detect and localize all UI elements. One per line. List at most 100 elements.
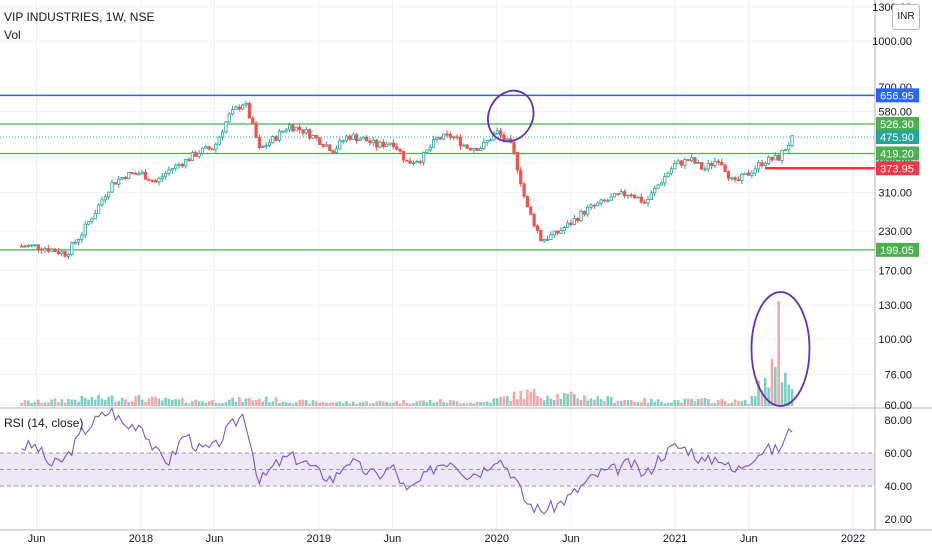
time-tick-label: Jun: [28, 533, 46, 545]
volume-bar: [415, 401, 419, 406]
price-tick-label: 170.00: [878, 265, 912, 277]
candle-body: [525, 195, 530, 208]
candle-body: [36, 244, 40, 250]
price-tag-box: [876, 146, 919, 161]
volume-bar: [640, 402, 643, 406]
price-candles: [19, 101, 794, 260]
volume-bar: [609, 397, 613, 406]
candle-body: [291, 124, 295, 132]
candle-body: [234, 106, 238, 110]
rsi-tick-label: 60.00: [884, 448, 912, 460]
candle-body: [438, 137, 442, 140]
candle-body: [566, 222, 570, 228]
price-tag-label: 475.90: [880, 132, 914, 144]
volume-bar: [646, 402, 650, 406]
candle-body: [679, 160, 684, 166]
candle-body: [649, 192, 653, 200]
candle-body: [56, 251, 61, 254]
candle-body: [401, 150, 406, 161]
candle-body: [633, 194, 637, 199]
candle-body: [653, 187, 657, 194]
volume-bar: [271, 401, 275, 406]
time-tick-label: Jun: [384, 533, 402, 545]
volume-bar: [750, 395, 754, 406]
candle-body: [659, 182, 664, 186]
candle-body: [442, 133, 446, 140]
volume-bar: [683, 398, 687, 406]
candle-body: [746, 172, 751, 176]
candle-body: [770, 156, 774, 161]
highlight-ellipse-volume: [750, 291, 811, 407]
candle-body: [274, 136, 278, 141]
volume-bar: [291, 403, 295, 406]
candle-body: [522, 183, 526, 197]
volume-bar: [224, 402, 228, 406]
candle-body: [706, 163, 710, 170]
candle-body: [579, 210, 583, 222]
time-tick-label: 2019: [307, 533, 331, 545]
volume-bar: [248, 398, 251, 406]
candle-body: [90, 218, 94, 222]
volume-bar: [171, 400, 174, 406]
candle-body: [301, 129, 305, 134]
candle-body: [164, 172, 168, 178]
candle-body: [626, 194, 630, 197]
volume-bar: [382, 401, 385, 406]
volume-bar: [422, 400, 425, 406]
volume-bar: [301, 399, 305, 406]
candle-body: [609, 196, 613, 201]
candle-body: [458, 136, 463, 147]
volume-bar: [506, 396, 509, 406]
volume-label: Vol: [4, 28, 21, 42]
volume-bar: [325, 402, 328, 406]
candle-body: [415, 161, 419, 164]
volume-bar: [522, 398, 526, 406]
volume-bar: [432, 402, 435, 406]
volume-bar: [184, 402, 188, 406]
grid-lines: [0, 0, 875, 530]
volume-bar: [147, 398, 151, 406]
volume-bar: [93, 399, 97, 406]
volume-bar: [117, 400, 121, 406]
volume-bar: [673, 400, 677, 406]
volume-bar: [67, 398, 70, 406]
candle-body: [103, 196, 107, 201]
volume-bar: [191, 401, 194, 406]
volume-bar: [623, 400, 626, 406]
volume-bar: [485, 401, 489, 406]
candle-body: [50, 248, 54, 252]
volume-bar: [281, 401, 285, 406]
candle-body: [505, 138, 509, 141]
volume-bar: [780, 382, 784, 406]
volume-bar: [428, 399, 432, 406]
volume-bar: [254, 399, 258, 406]
candle-body: [586, 206, 590, 215]
candle-body: [676, 160, 680, 165]
candle-body: [210, 148, 215, 151]
candle-body: [629, 194, 633, 197]
volume-bar: [402, 400, 405, 406]
candle-body: [780, 149, 784, 161]
volume-bar: [70, 399, 74, 406]
candle-body: [143, 171, 148, 180]
candle-body: [388, 142, 392, 145]
candle-body: [304, 129, 308, 134]
volume-bar: [100, 398, 104, 406]
volume-bar: [445, 402, 449, 406]
candle-body: [257, 137, 262, 149]
candle-body: [726, 171, 731, 179]
candle-body: [110, 182, 114, 193]
candle-body: [602, 199, 607, 202]
time-tick-label: 2018: [129, 533, 153, 545]
volume-bar: [763, 377, 767, 406]
highlight-ellipse-price: [487, 89, 535, 143]
candle-body: [773, 155, 777, 161]
horizontal-price-lines: [0, 94, 875, 251]
volume-bar: [204, 402, 208, 406]
currency-badge[interactable]: INR: [892, 4, 920, 30]
volume-bar: [482, 402, 486, 406]
candle-body: [421, 152, 426, 163]
volume-bar: [30, 402, 33, 406]
volume-bar: [576, 398, 579, 406]
